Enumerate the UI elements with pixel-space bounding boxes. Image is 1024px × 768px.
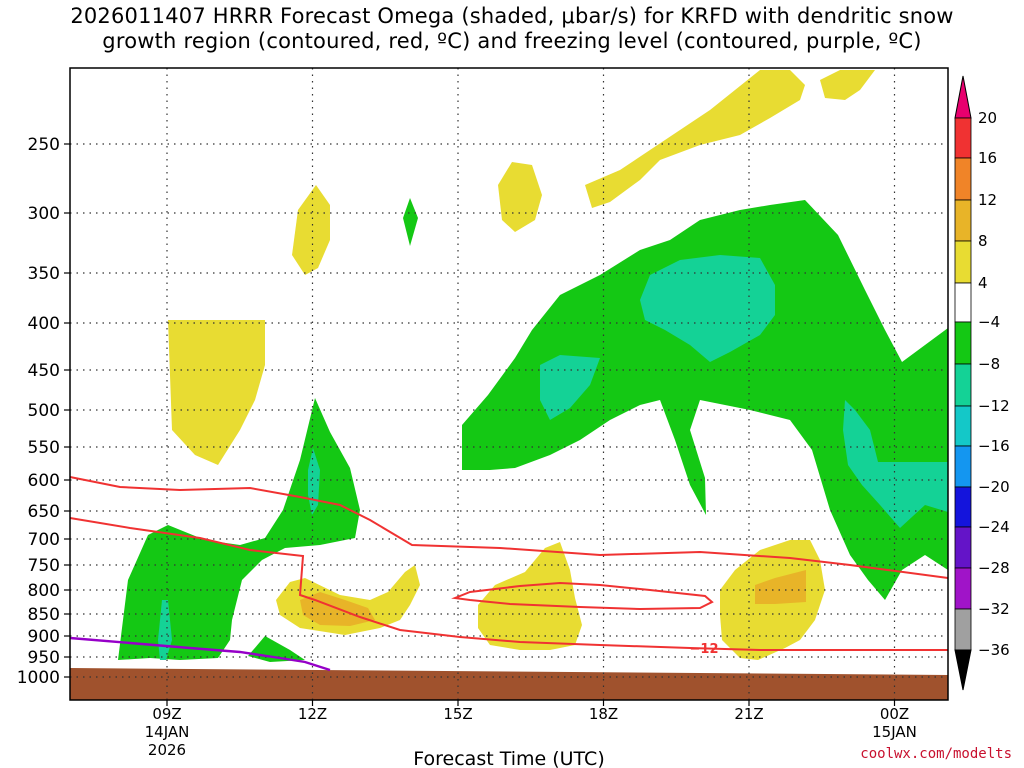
- x-tick-label-09Z: 09Z: [152, 705, 181, 723]
- colorbar-label-14: −36: [978, 641, 1010, 659]
- y-tick-label-900: 900: [28, 627, 60, 647]
- omega-region-teal-7: [843, 400, 948, 528]
- omega-region-yellow-10: [168, 320, 265, 465]
- colorbar-swatch-1: [954, 117, 972, 159]
- dendritic-contour-2: [69, 517, 948, 651]
- colorbar-label-11: −24: [978, 518, 1010, 536]
- colorbar-label-9: −16: [978, 437, 1010, 455]
- colorbar-swatch-10: [954, 486, 972, 528]
- y-tick-label-450: 450: [28, 361, 60, 381]
- omega-region-yellow-16: [478, 542, 582, 650]
- y-tick-label-750: 750: [28, 556, 60, 576]
- colorbar-label-8: −12: [978, 397, 1010, 415]
- colorbar-label-3: 12: [978, 191, 997, 209]
- x-axis-title: Forecast Time (UTC): [413, 748, 604, 768]
- colorbar-swatch-5: [954, 282, 972, 323]
- colorbar-label-4: 8: [978, 232, 988, 250]
- colorbar-label-2: 16: [978, 149, 997, 167]
- colorbar-swatch-13: [954, 608, 972, 651]
- y-tick-label-400: 400: [28, 314, 60, 334]
- y-tick-label-1000: 1000: [17, 668, 60, 688]
- colorbar-swatch-2: [954, 157, 972, 201]
- colorbar-label-13: −32: [978, 600, 1010, 618]
- omega-field-layer: [70, 70, 948, 700]
- chart-title-line-1: 2026011407 HRRR Forecast Omega (shaded, …: [70, 4, 954, 28]
- y-tick-label-650: 650: [28, 502, 60, 522]
- omega-region-yellow-11: [292, 185, 330, 275]
- colorbar-swatch-7: [954, 363, 972, 407]
- colorbar-swatch-8: [954, 405, 972, 447]
- dendritic-contour-1: [69, 476, 949, 579]
- chart-title-line-2: growth region (contoured, red, ºC) and f…: [102, 29, 922, 53]
- colorbar: 20 16 12 8 4 −4 −8 −12 −16 −20 −24 −28 −32 −36: [954, 75, 1010, 691]
- colorbar-label-5: 4: [978, 274, 988, 292]
- x-tick-label-21Z: 21Z: [734, 705, 763, 723]
- gridline-layer: [70, 68, 948, 700]
- colorbar-bottom-arrow: [954, 649, 972, 691]
- surface-band: [70, 668, 948, 700]
- colorbar-swatch-4: [954, 240, 972, 284]
- y-tick-label-550: 550: [28, 438, 60, 458]
- y-tick-label-500: 500: [28, 401, 60, 421]
- y-tick-label-350: 350: [28, 264, 60, 284]
- omega-region-green-1: [118, 398, 360, 660]
- omega-region-green-3: [462, 200, 948, 600]
- omega-region-yellow-12: [498, 162, 542, 232]
- omega-region-yellow-13: [585, 70, 805, 208]
- colorbar-swatch-12: [954, 567, 972, 610]
- x-tick-label-18Z: 18Z: [589, 705, 618, 723]
- colorbar-swatch-9: [954, 445, 972, 488]
- colorbar-label-1: 20: [978, 109, 997, 127]
- omega-region-yellow-14: [820, 70, 875, 100]
- freezing-level-contour: [69, 636, 331, 672]
- colorbar-swatch-11: [954, 526, 972, 569]
- contour-label: −12: [690, 642, 719, 657]
- colorbar-swatch-3: [954, 199, 972, 242]
- omega-region-teal-6: [540, 355, 600, 420]
- axes-layer: 2503003504004505005506006507007508008509…: [17, 67, 949, 768]
- colorbar-top-arrow: [954, 75, 972, 119]
- dendritic-contour-3: [451, 581, 714, 611]
- contour-layer: −12: [69, 476, 949, 672]
- omega-region-teal-5: [640, 255, 775, 362]
- x-tick-date-09Z: 14JAN: [145, 723, 190, 741]
- y-tick-label-850: 850: [28, 605, 60, 625]
- colorbar-label-12: −28: [978, 559, 1010, 577]
- x-tick-date-00Z: 15JAN: [872, 723, 917, 741]
- colorbar-label-10: −20: [978, 478, 1010, 496]
- x-tick-label-12Z: 12Z: [298, 705, 327, 723]
- y-tick-label-700: 700: [28, 530, 60, 550]
- plot-frame: [69, 67, 949, 701]
- y-tick-label-600: 600: [28, 471, 60, 491]
- x-tick-year-09Z: 2026: [148, 741, 186, 759]
- x-tick-label-00Z: 00Z: [880, 705, 909, 723]
- y-tick-label-800: 800: [28, 581, 60, 601]
- omega-region-green-4: [403, 198, 418, 246]
- x-tick-label-15Z: 15Z: [443, 705, 472, 723]
- y-tick-label-950: 950: [28, 648, 60, 668]
- site-credit: coolwx.com/modelts: [860, 746, 1012, 762]
- omega-region-orange-19: [755, 570, 806, 604]
- colorbar-swatch-6: [954, 321, 972, 365]
- colorbar-label-6: −4: [978, 313, 1000, 331]
- y-tick-label-250: 250: [28, 135, 60, 155]
- colorbar-label-7: −8: [978, 355, 1000, 373]
- y-tick-label-300: 300: [28, 204, 60, 224]
